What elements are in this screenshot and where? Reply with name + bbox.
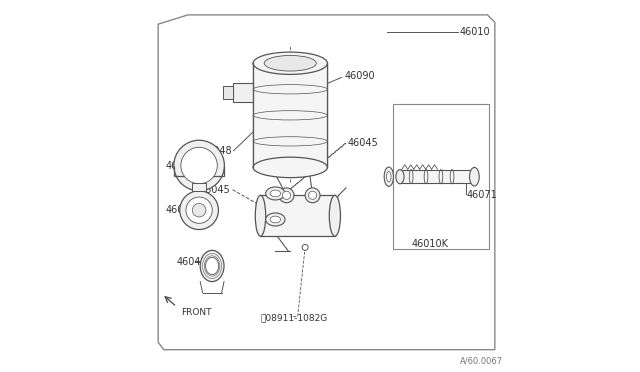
Ellipse shape	[279, 188, 294, 203]
Bar	[253, 63, 328, 167]
Ellipse shape	[330, 195, 340, 236]
Text: 46047: 46047	[177, 257, 207, 267]
Ellipse shape	[270, 216, 280, 223]
Bar	[232, 83, 253, 102]
Text: 46045: 46045	[200, 185, 231, 195]
Text: 46048: 46048	[202, 146, 232, 155]
Text: 46045: 46045	[348, 138, 379, 148]
Ellipse shape	[264, 55, 316, 71]
Text: 46010K: 46010K	[411, 239, 448, 248]
Ellipse shape	[396, 170, 404, 184]
Ellipse shape	[282, 191, 291, 199]
Ellipse shape	[266, 213, 285, 226]
Circle shape	[193, 203, 206, 217]
Ellipse shape	[266, 187, 285, 200]
Text: 46020: 46020	[166, 161, 196, 170]
Bar	[400, 170, 474, 183]
Ellipse shape	[387, 171, 391, 182]
Text: FRONT: FRONT	[181, 308, 212, 317]
Ellipse shape	[384, 167, 394, 186]
Bar	[223, 86, 232, 99]
Ellipse shape	[308, 191, 317, 199]
Text: A/60.0067: A/60.0067	[460, 356, 502, 365]
Text: 46090: 46090	[344, 71, 375, 81]
Ellipse shape	[270, 190, 280, 197]
Ellipse shape	[305, 188, 320, 203]
Bar	[193, 183, 206, 191]
Text: 46093: 46093	[166, 205, 196, 215]
Ellipse shape	[205, 257, 219, 275]
Circle shape	[181, 147, 218, 184]
Ellipse shape	[470, 167, 479, 186]
Text: ⓝ08911-1082G: ⓝ08911-1082G	[260, 314, 328, 323]
Circle shape	[174, 140, 225, 191]
Circle shape	[180, 191, 218, 230]
Ellipse shape	[253, 52, 328, 74]
Circle shape	[302, 244, 308, 250]
Ellipse shape	[200, 250, 224, 282]
Text: 46071: 46071	[467, 190, 498, 200]
Bar	[260, 195, 335, 236]
Text: 46010: 46010	[460, 27, 490, 36]
Ellipse shape	[253, 157, 328, 177]
Circle shape	[186, 197, 212, 223]
Ellipse shape	[255, 195, 266, 236]
